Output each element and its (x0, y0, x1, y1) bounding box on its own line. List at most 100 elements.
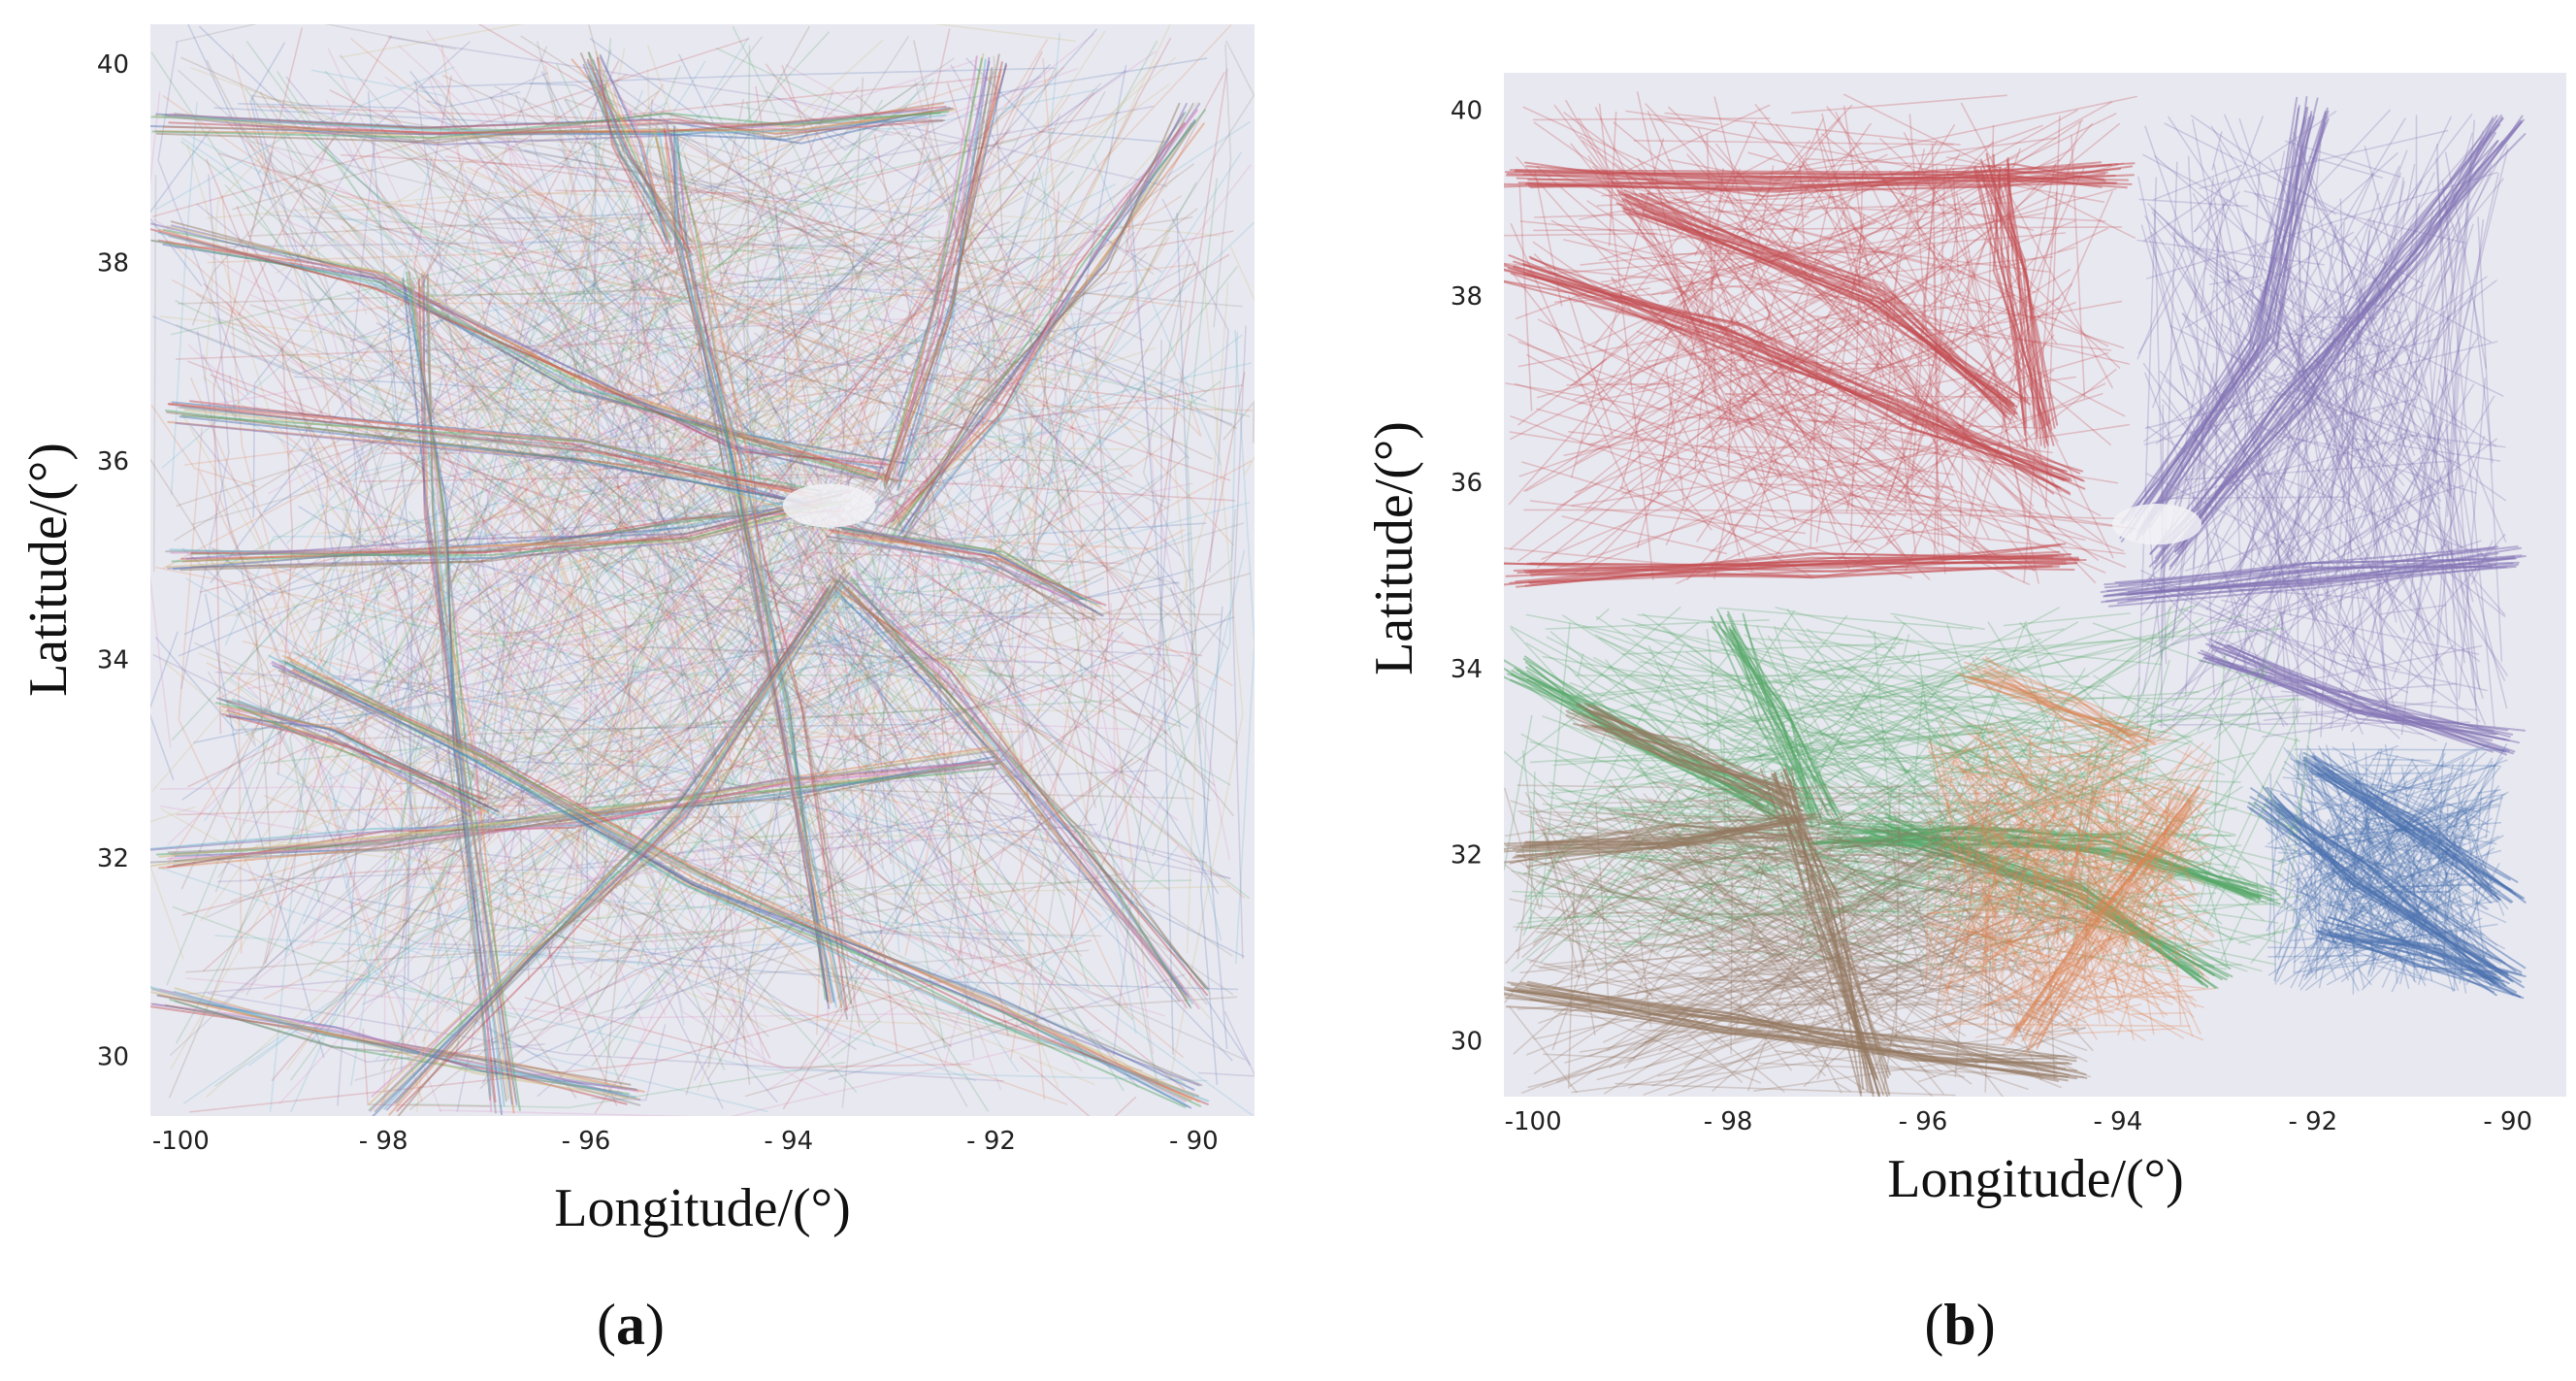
trajectory-line (2276, 779, 2476, 916)
trajectory-line (1627, 994, 1725, 1062)
trajectory-line (2014, 874, 2109, 1003)
trajectory-line (321, 549, 1125, 721)
trajectory-line (2108, 721, 2130, 980)
trajectory-line (2253, 801, 2506, 965)
trajectory-line (858, 245, 1048, 865)
trajectory-line (698, 476, 1211, 1020)
trajectory-line (1509, 823, 1801, 865)
trajectory-line (1982, 775, 2008, 962)
trajectory-line (1554, 785, 1775, 987)
trajectory-line (1968, 466, 1980, 526)
trajectory-line (2027, 634, 2156, 659)
trajectory-line (1831, 266, 2005, 516)
trajectory-line (2108, 858, 2131, 941)
trajectory-line (173, 241, 862, 248)
trajectory-line (839, 581, 1189, 1000)
trajectory-line (2299, 314, 2450, 657)
trajectory-line (1019, 589, 1056, 1101)
trajectory-line (596, 56, 670, 255)
trajectory-line (2008, 768, 2097, 837)
trajectory-line (1665, 367, 1685, 505)
trajectory-line (515, 94, 713, 925)
trajectory-line (1970, 676, 2155, 735)
trajectory-line (2278, 806, 2372, 863)
trajectory-line (2323, 880, 2417, 948)
trajectory-line (2346, 374, 2449, 718)
trajectory-line (178, 406, 801, 492)
trajectory-line (673, 125, 829, 1003)
trajectory-line (180, 405, 805, 512)
trajectory-line (1565, 709, 1794, 810)
trajectory-line (1579, 382, 1684, 405)
trajectory-line (1664, 324, 1931, 580)
trajectory-line (216, 697, 472, 817)
trajectory-line (174, 287, 843, 542)
trajectory-line (1176, 213, 1228, 1050)
trajectory-line (496, 986, 601, 1069)
trajectory-line (289, 661, 1203, 1087)
trajectory-line (560, 470, 1035, 1037)
trajectory-line (2054, 853, 2099, 1016)
trajectory-line (554, 189, 825, 244)
trajectory-line (2247, 802, 2509, 977)
trajectory-line (2263, 803, 2499, 985)
trajectory-line (2364, 757, 2494, 965)
trajectory-line (589, 776, 660, 979)
trajectory-line (2176, 115, 2524, 555)
trajectory-line (1971, 676, 2150, 732)
trajectory-line (2289, 287, 2435, 639)
trajectory-line (151, 111, 950, 139)
trajectory-line (1979, 167, 2055, 446)
trajectory-line (1646, 294, 2016, 363)
trajectory-line (2074, 826, 2168, 1002)
trajectory-line (2071, 955, 2186, 993)
trajectory-line (2038, 813, 2085, 825)
trajectory-line (1816, 964, 1871, 1080)
trajectory-line (707, 261, 1197, 1080)
trajectory-line (2344, 808, 2475, 846)
trajectory-line (150, 806, 196, 959)
trajectory-line (481, 286, 970, 361)
trajectory-line (1866, 835, 2021, 939)
trajectory-line (1571, 900, 1596, 1036)
trajectory-line (678, 53, 1030, 567)
trajectory-line (409, 407, 1121, 452)
trajectory-line (1513, 872, 1718, 1055)
trajectory-line (511, 561, 1032, 763)
trajectory-line (2176, 121, 2523, 552)
trajectory-line (211, 546, 492, 611)
trajectory-line (363, 740, 409, 940)
trajectory-line (1973, 730, 2141, 797)
trajectory-line (2000, 939, 2041, 955)
trajectory-line (403, 601, 681, 945)
trajectory-line (2452, 148, 2509, 373)
trajectory-line (2249, 807, 2509, 975)
trajectory-line (2252, 273, 2394, 533)
trajectory-line (1729, 713, 2170, 741)
trajectory-line (723, 103, 1154, 275)
trajectory-line (1968, 675, 2156, 746)
trajectory-line (950, 64, 1162, 273)
trajectory-line (339, 54, 863, 856)
trajectory-line (271, 105, 628, 352)
trajectory-line (2002, 908, 2175, 1000)
trajectory-line (593, 144, 914, 250)
trajectory-line (1525, 613, 2189, 745)
trajectory-line (836, 534, 1098, 606)
trajectory-line (718, 174, 1179, 480)
trajectory-line (1982, 671, 2139, 748)
trajectory-line (206, 662, 845, 951)
trajectory-line (557, 258, 1064, 1021)
trajectory-line (1547, 731, 2166, 795)
trajectory-line (217, 526, 362, 878)
trajectory-line (2136, 694, 2298, 916)
trajectory-line (228, 605, 299, 700)
trajectory-line (2309, 771, 2396, 838)
trajectory-line (172, 493, 843, 571)
trajectory-line (2211, 532, 2481, 723)
trajectory-line (354, 293, 827, 341)
trajectory-line (1098, 388, 1177, 838)
trajectory-line (2210, 125, 2455, 501)
trajectory-line (157, 41, 249, 395)
